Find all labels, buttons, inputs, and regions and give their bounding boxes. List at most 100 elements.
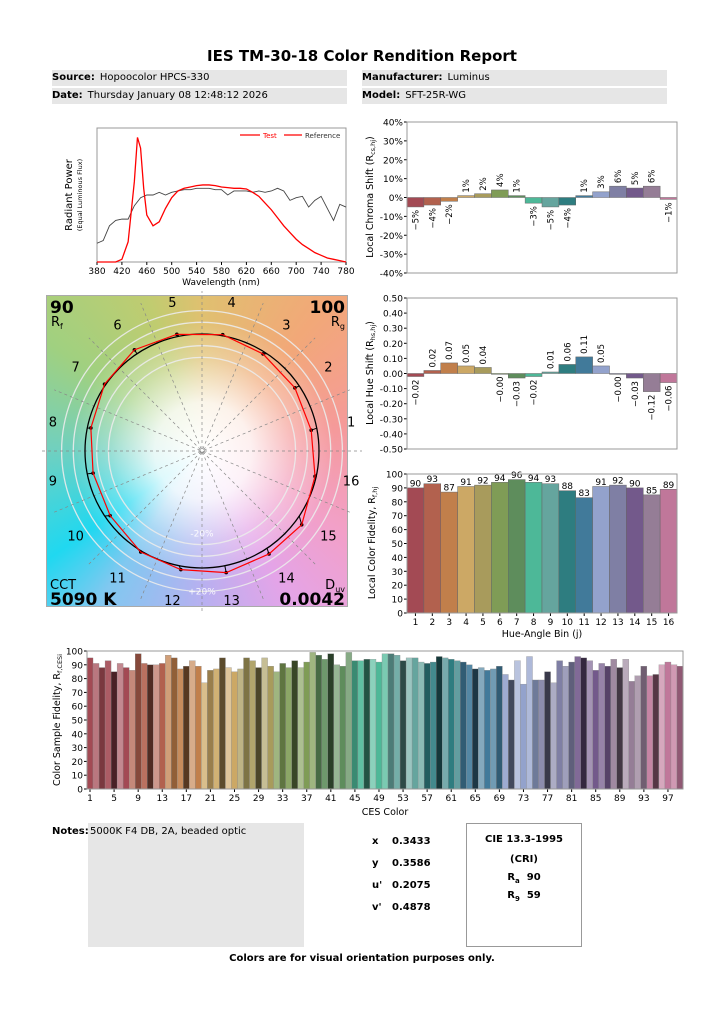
y-tick-label: 100: [386, 471, 403, 481]
y-tick-label: 0: [77, 786, 83, 796]
inner-ring-label: -20%: [190, 530, 214, 540]
bar-value-label: 96: [511, 471, 523, 481]
ces-bar-43: [339, 666, 347, 790]
ces-bar-81: [568, 661, 575, 790]
bin-divider-line: [54, 389, 350, 513]
bar-bin-16: [659, 197, 678, 200]
ces-bar-44: [345, 652, 353, 790]
bar-bin-14: [626, 373, 644, 379]
report-title: IES TM-30-18 Color Rendition Report: [207, 47, 517, 65]
ces-ylabel: Color Sample Fidelity, Rf,CESi: [52, 654, 64, 786]
ces-bar-35: [291, 660, 298, 790]
bar-bin-3: [440, 197, 458, 202]
bin-label-16: 16: [343, 475, 360, 490]
ces-bar-2: [92, 663, 100, 790]
cct-label: CCT: [50, 578, 76, 593]
ces-bar-70: [502, 674, 509, 790]
bar-bin-12: [592, 191, 610, 198]
y-tick-label: -0.40: [380, 430, 404, 440]
bar-value-label: −1%: [665, 202, 675, 223]
bar-bin-3: [440, 491, 458, 614]
bar-value-label: −0.06: [665, 386, 675, 412]
duv-value: 0.0042: [279, 590, 345, 610]
ces-bar-23: [219, 657, 226, 790]
date-label: Date:: [52, 90, 83, 101]
ces-bar-87: [604, 666, 611, 790]
manufacturer-value: Luminus: [447, 72, 490, 83]
ces-bar-72: [514, 660, 521, 790]
x-tick-label: 69: [494, 794, 506, 804]
ces-bar-51: [387, 653, 395, 790]
x-tick-label: 13: [157, 794, 168, 804]
ces-bar-59: [436, 656, 443, 790]
manufacturer-label: Manufacturer:: [362, 72, 443, 83]
bar-value-label: 85: [646, 486, 657, 496]
bar-value-label: −0.00: [496, 377, 506, 403]
y-tick-label: 0%: [389, 194, 404, 204]
bar-bin-15: [643, 494, 661, 614]
ces-bar-5: [110, 671, 118, 790]
test-polygon: [90, 333, 316, 574]
rf-label: Rf: [51, 315, 63, 331]
bar-bin-8: [524, 197, 543, 204]
bar-value-label: 4%: [496, 173, 506, 187]
bin-label-10: 10: [67, 529, 84, 544]
x-tick-label: 11: [578, 618, 589, 628]
x-tick-label: 93: [638, 794, 649, 804]
x-tick-label: 89: [614, 794, 626, 804]
x-tick-label: 8: [531, 618, 537, 628]
y-tick-label: 40: [392, 554, 404, 564]
y-tick-label: 90: [72, 661, 84, 671]
ces-bar-95: [652, 674, 660, 790]
ces-bar-92: [634, 675, 642, 790]
ces-bar-99: [676, 666, 684, 790]
x-tick-label: 49: [373, 794, 385, 804]
ces-bar-61: [448, 659, 455, 790]
bar-value-label: −2%: [445, 204, 455, 225]
x-tick-label: 25: [229, 794, 240, 804]
bar-bin-14: [626, 487, 644, 614]
y-tick-label: 60: [72, 703, 84, 713]
y-tick-label: -0.30: [380, 415, 404, 425]
bin-label-7: 7: [71, 361, 79, 376]
x-tick-label: 380: [88, 267, 105, 277]
ces-bar-42: [333, 664, 340, 790]
ces-bar-82: [574, 656, 581, 790]
bar-bin-13: [609, 185, 627, 198]
bin-label-3: 3: [282, 319, 290, 334]
x-tick-label: 33: [277, 794, 288, 804]
legend-test-label: Test: [262, 132, 277, 140]
legend-reference-label: Reference: [305, 132, 340, 140]
ces-bar-78: [550, 682, 557, 790]
notes-text: 5000K F4 DB, 2A, beaded optic: [88, 823, 304, 947]
ces-bar-91: [628, 681, 635, 790]
ces-bar-94: [646, 675, 654, 790]
model-field: Model: SFT-25R-WG: [362, 88, 667, 104]
bar-bin-7: [508, 195, 526, 198]
x-tick-label: 57: [421, 794, 432, 804]
bar-value-label: 88: [562, 482, 574, 492]
ces-bar-66: [478, 667, 485, 790]
bin-label-2: 2: [324, 361, 332, 376]
bar-bin-16: [659, 489, 678, 614]
y-tick-label: 0.40: [383, 310, 403, 320]
x-tick-label: 81: [566, 794, 577, 804]
bar-value-label: 94: [528, 474, 540, 484]
bar-bin-7: [508, 373, 526, 379]
source-field: Source: Hopoocolor HPCS-330: [52, 70, 347, 86]
bar-bin-16: [659, 373, 678, 383]
bar-value-label: 89: [663, 481, 675, 491]
x-tick-label: 41: [325, 794, 336, 804]
y-tick-label: 10: [72, 772, 84, 782]
bar-bin-8: [524, 482, 543, 614]
ces-bar-13: [159, 663, 166, 790]
bar-bin-12: [592, 365, 610, 374]
bin-divider-line: [88, 337, 316, 565]
ces-bar-67: [484, 670, 491, 790]
model-value: SFT-25R-WG: [405, 90, 467, 101]
x-tick-label: 85: [590, 794, 601, 804]
x-tick-label: 16: [663, 618, 675, 628]
ces-bar-93: [640, 666, 648, 790]
